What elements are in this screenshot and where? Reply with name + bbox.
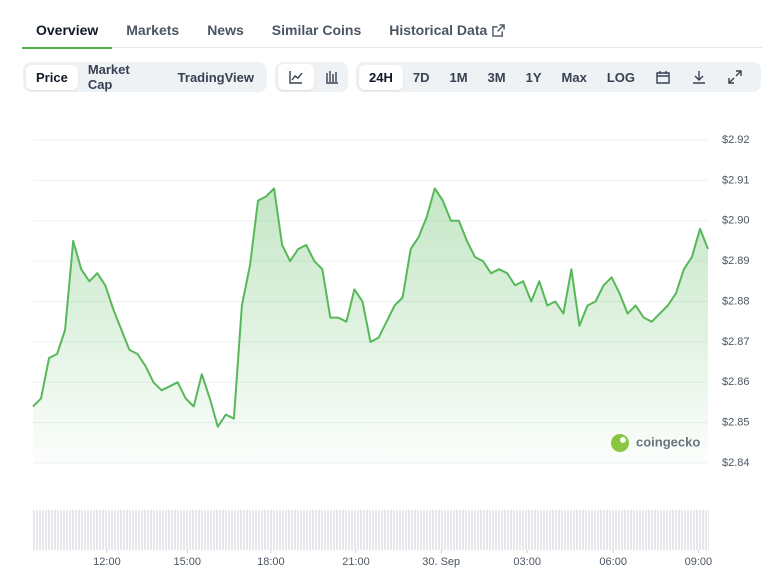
chart-mode-button[interactable]: Price xyxy=(26,64,78,90)
x-tick-label: 15:00 xyxy=(174,556,202,568)
tab-bar: Overview Markets News Similar Coins Historic… xyxy=(22,14,762,49)
x-tick-label: 21:00 xyxy=(342,556,370,568)
download-button[interactable] xyxy=(681,64,717,90)
y-tick-label: $2.90 xyxy=(722,215,750,227)
x-tick-label: 12:00 xyxy=(93,556,121,568)
range-button[interactable]: LOG xyxy=(606,69,635,85)
tab[interactable]: Overview xyxy=(22,14,113,49)
chart-mode-button[interactable]: TradingView xyxy=(177,69,254,85)
x-tick-label: 09:00 xyxy=(685,556,713,568)
x-tick-label: 06:00 xyxy=(599,556,627,568)
fullscreen-button[interactable] xyxy=(717,64,753,90)
y-tick-label: $2.89 xyxy=(722,255,750,267)
range-button[interactable]: 3M xyxy=(487,69,506,85)
range-button[interactable]: 24H xyxy=(359,64,403,90)
candle-icon xyxy=(326,71,338,84)
tab[interactable]: Historical Data xyxy=(375,14,519,47)
volume-band xyxy=(33,510,709,550)
x-tick-label: 30. Sep xyxy=(422,556,460,568)
range-button[interactable]: 1M xyxy=(449,69,468,85)
candle-view-button[interactable] xyxy=(314,64,350,90)
line-view-button[interactable] xyxy=(278,64,314,90)
y-tick-label: $2.92 xyxy=(722,134,750,146)
y-tick-label: $2.88 xyxy=(722,295,750,307)
y-tick-label: $2.87 xyxy=(722,336,750,348)
range-button[interactable]: 7D xyxy=(412,69,430,85)
calendar-button[interactable] xyxy=(645,64,681,90)
price-line xyxy=(32,187,709,428)
y-tick-label: $2.85 xyxy=(722,417,750,429)
tab[interactable]: Markets xyxy=(126,22,180,38)
tab[interactable]: News xyxy=(207,22,244,38)
icon xyxy=(692,71,705,84)
range-button[interactable]: Max xyxy=(561,69,587,85)
x-tick-label: 18:00 xyxy=(257,556,285,568)
x-tick-label: 03:00 xyxy=(513,556,541,568)
range-button[interactable]: 1Y xyxy=(525,69,542,85)
chart-type-group: Price Market Cap TradingView xyxy=(23,62,267,92)
external-link-icon xyxy=(492,24,506,37)
icon xyxy=(656,71,670,84)
tab[interactable]: Similar Coins xyxy=(271,22,362,38)
y-tick-label: $2.84 xyxy=(722,457,750,469)
icon xyxy=(728,70,742,84)
y-tick-label: $2.86 xyxy=(722,376,750,388)
y-tick-label: $2.91 xyxy=(722,174,750,186)
area-fill xyxy=(33,188,708,463)
range-group: 24H 7D 1M 3M 1Y Max LOG xyxy=(356,62,761,92)
line-icon xyxy=(289,71,303,84)
chart-mode-button[interactable]: Market Cap xyxy=(87,62,130,92)
view-group xyxy=(275,62,348,92)
